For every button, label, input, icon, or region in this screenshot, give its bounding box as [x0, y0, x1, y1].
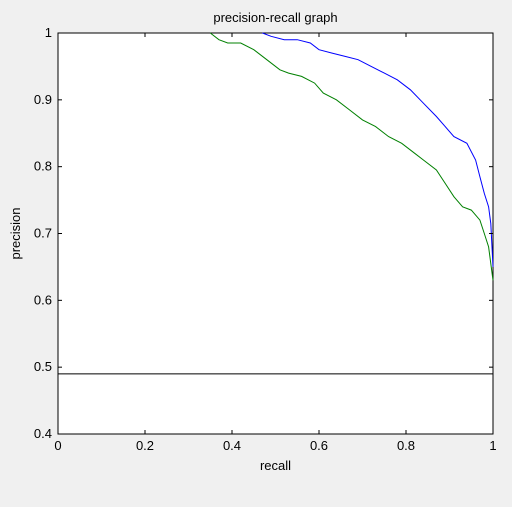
x-tick-label: 0.4 [223, 438, 241, 453]
x-tick-label: 0.8 [397, 438, 415, 453]
y-tick-label: 0.8 [34, 159, 52, 174]
y-tick-label: 0.6 [34, 292, 52, 307]
y-tick-label: 0.4 [34, 426, 52, 441]
y-axis-label: precision [8, 207, 23, 259]
y-tick-label: 0.5 [34, 359, 52, 374]
x-tick-label: 0 [54, 438, 61, 453]
x-tick-label: 0.2 [136, 438, 154, 453]
series-layer [58, 32, 494, 375]
x-tick-label: 0.6 [310, 438, 328, 453]
y-tick-label: 0.7 [34, 226, 52, 241]
series-line-1 [262, 32, 494, 267]
x-axis-label: recall [260, 458, 291, 473]
y-tick-label: 1 [45, 25, 52, 40]
y-tick-label: 0.9 [34, 92, 52, 107]
x-tick-label: 1 [489, 438, 496, 453]
tick-layer: 0 0.2 0.4 0.6 0.8 1 0.4 0.5 0.6 0.7 0.8 0.9 1 [34, 25, 497, 453]
series-line-2 [209, 32, 494, 281]
chart-title: precision-recall graph [213, 10, 337, 25]
